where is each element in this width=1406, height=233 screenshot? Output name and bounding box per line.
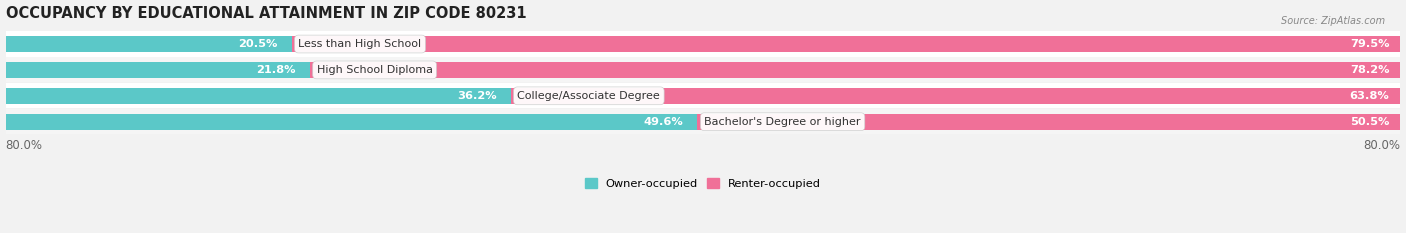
Bar [6,114,697,130]
Legend: Owner-occupied, Renter-occupied: Owner-occupied, Renter-occupied [581,174,825,193]
Bar [6,88,510,104]
Bar [6,57,1400,82]
Text: OCCUPANCY BY EDUCATIONAL ATTAINMENT IN ZIP CODE 80231: OCCUPANCY BY EDUCATIONAL ATTAINMENT IN Z… [6,6,526,21]
Text: 36.2%: 36.2% [457,91,496,101]
Text: 21.8%: 21.8% [256,65,295,75]
Text: 63.8%: 63.8% [1350,91,1389,101]
Text: 49.6%: 49.6% [644,117,683,127]
Bar [6,109,1400,134]
Bar [309,62,1400,78]
Text: 20.5%: 20.5% [238,39,277,49]
Text: Source: ZipAtlas.com: Source: ZipAtlas.com [1281,16,1385,26]
Text: Less than High School: Less than High School [298,39,422,49]
Text: 50.5%: 50.5% [1350,117,1389,127]
Text: 78.2%: 78.2% [1350,65,1389,75]
Bar [6,83,1400,108]
Text: Bachelor's Degree or higher: Bachelor's Degree or higher [704,117,860,127]
Bar [6,31,1400,57]
Bar [697,114,1402,130]
Text: 80.0%: 80.0% [1364,139,1400,152]
Bar [291,36,1400,52]
Bar [6,36,291,52]
Text: 79.5%: 79.5% [1350,39,1389,49]
Text: College/Associate Degree: College/Associate Degree [517,91,661,101]
Bar [510,88,1400,104]
Text: 80.0%: 80.0% [6,139,42,152]
Bar [6,62,309,78]
Text: High School Diploma: High School Diploma [316,65,433,75]
